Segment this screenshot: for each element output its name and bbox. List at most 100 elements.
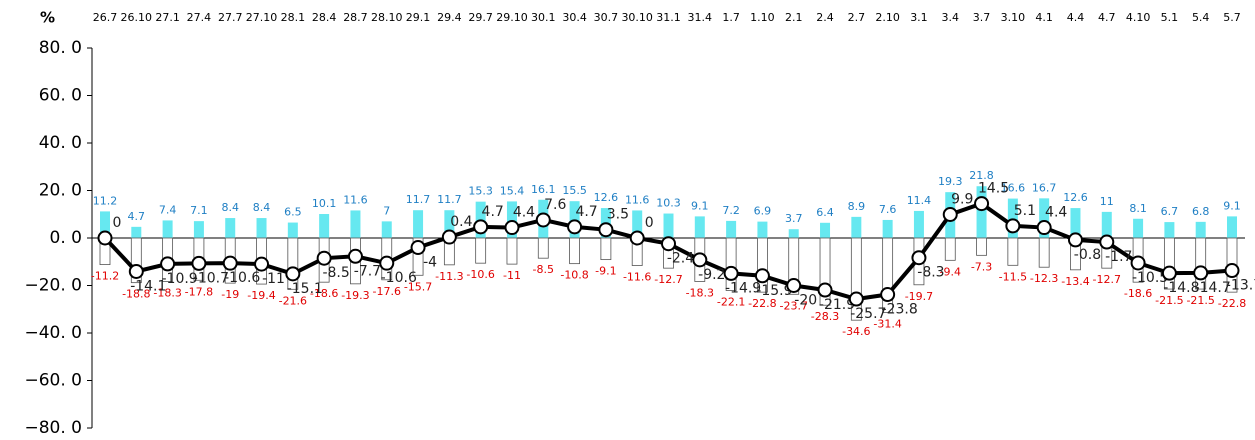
line-marker xyxy=(316,250,332,266)
bar-label: -18.6 xyxy=(1124,287,1152,300)
bar xyxy=(131,226,142,238)
bar xyxy=(381,221,392,238)
line-marker xyxy=(598,222,614,238)
line-marker xyxy=(441,229,457,245)
bar xyxy=(287,237,299,290)
line-marker xyxy=(692,252,708,268)
x-tick-label: 26.7 xyxy=(93,11,118,24)
bar xyxy=(350,210,361,238)
line-marker xyxy=(661,236,676,252)
bar-label: 8.9 xyxy=(848,200,866,213)
bar-label: -11.5 xyxy=(999,270,1027,283)
bar-label: -19.4 xyxy=(247,289,275,302)
bar-label: -18.3 xyxy=(153,286,181,299)
line-label: -23.8 xyxy=(882,302,918,318)
bar-label: -22.1 xyxy=(717,295,745,308)
line-marker xyxy=(97,230,113,246)
bar xyxy=(537,237,549,259)
line-marker xyxy=(347,248,363,264)
x-tick-label: 2.7 xyxy=(848,11,866,24)
y-tick-label: 80. 0 xyxy=(39,38,82,58)
bar-label: -21.5 xyxy=(1155,294,1183,307)
line-label: -10.7 xyxy=(193,270,229,286)
line-label: 4.7 xyxy=(482,204,504,220)
line-label: -14.9 xyxy=(725,280,761,296)
line-label: -7.7 xyxy=(354,263,381,279)
bar-label: 9.1 xyxy=(1223,199,1241,212)
bar-label: 11.2 xyxy=(93,194,118,207)
bar-label: -11.2 xyxy=(91,270,119,283)
bar-label: -9.1 xyxy=(595,265,616,278)
x-tick-label: 27.10 xyxy=(246,11,278,24)
line-label: -2.4 xyxy=(667,251,694,267)
bar-label: 11.6 xyxy=(343,193,368,206)
x-tick-label: 29.7 xyxy=(468,11,493,24)
bar-label: 21.8 xyxy=(969,169,994,182)
bar-label: -9.4 xyxy=(940,265,961,278)
bar xyxy=(600,237,612,261)
bar-label: -34.6 xyxy=(842,325,870,338)
bar xyxy=(412,237,424,276)
x-tick-label: 30.7 xyxy=(594,11,619,24)
bar-label: -11 xyxy=(503,269,521,282)
y-tick-label: 40. 0 xyxy=(39,133,82,153)
x-tick-label: 27.1 xyxy=(155,11,180,24)
x-tick-label: 28.7 xyxy=(343,11,368,24)
line-marker xyxy=(504,220,520,236)
bar-label: 3.7 xyxy=(785,212,803,225)
bar-label: -10.8 xyxy=(560,269,588,282)
bar-label: 9.1 xyxy=(691,199,709,212)
line-marker xyxy=(128,263,144,279)
bar-label: 12.6 xyxy=(1063,191,1088,204)
bar-label: 15.4 xyxy=(500,184,525,197)
line-marker xyxy=(1130,255,1146,271)
line-label: 4.4 xyxy=(513,205,535,221)
line-marker xyxy=(880,287,896,303)
bar-label: -17.6 xyxy=(373,285,401,298)
line-label: -25.7 xyxy=(850,306,886,322)
line-label: -9.2 xyxy=(698,267,725,283)
bar xyxy=(475,237,487,264)
bar-label: -19.7 xyxy=(905,290,933,303)
bar-label: 11.7 xyxy=(406,193,431,206)
bar-label: -22.8 xyxy=(748,297,776,310)
bar xyxy=(694,216,705,238)
bar-label: 10.1 xyxy=(312,197,337,210)
bar xyxy=(569,237,580,265)
line-marker xyxy=(222,255,238,271)
bar-label: 16.6 xyxy=(1001,182,1026,195)
bar xyxy=(820,222,831,238)
bar-label: 11.7 xyxy=(437,193,462,206)
bar xyxy=(1101,211,1112,238)
x-tick-label: 30.1 xyxy=(531,11,556,24)
x-tick-label: 2.10 xyxy=(875,11,900,24)
bar xyxy=(319,214,330,238)
bar-label: -8.5 xyxy=(533,263,554,276)
x-tick-label: 30.4 xyxy=(562,11,587,24)
line-label: -0.8 xyxy=(1074,247,1101,263)
line-label: 0.4 xyxy=(450,214,472,230)
x-tick-label: 3.7 xyxy=(973,11,991,24)
bar-label: -18.8 xyxy=(122,288,150,301)
bar-label: -21.6 xyxy=(279,294,307,307)
bar-label: 7.1 xyxy=(190,204,208,217)
x-tick-label: 4.4 xyxy=(1067,11,1085,24)
line-label: -14.8 xyxy=(1163,280,1199,296)
line-marker xyxy=(786,278,802,293)
bar xyxy=(913,210,924,238)
x-tick-label: 5.4 xyxy=(1192,11,1210,24)
bar xyxy=(850,237,862,321)
bar xyxy=(162,220,173,238)
bar-label: 7.4 xyxy=(159,203,177,216)
bar-label: -7.3 xyxy=(971,260,992,273)
bar-label: 6.5 xyxy=(284,206,302,219)
bar-label: -15.7 xyxy=(404,280,432,293)
bar xyxy=(1039,198,1050,238)
line-label: -1.7 xyxy=(1105,249,1132,265)
bar-label: -10.6 xyxy=(466,268,494,281)
x-tick-label: 2.4 xyxy=(816,11,834,24)
x-tick-label: 28.1 xyxy=(281,11,306,24)
bar-label: 16.1 xyxy=(531,183,556,196)
bar xyxy=(976,186,987,238)
